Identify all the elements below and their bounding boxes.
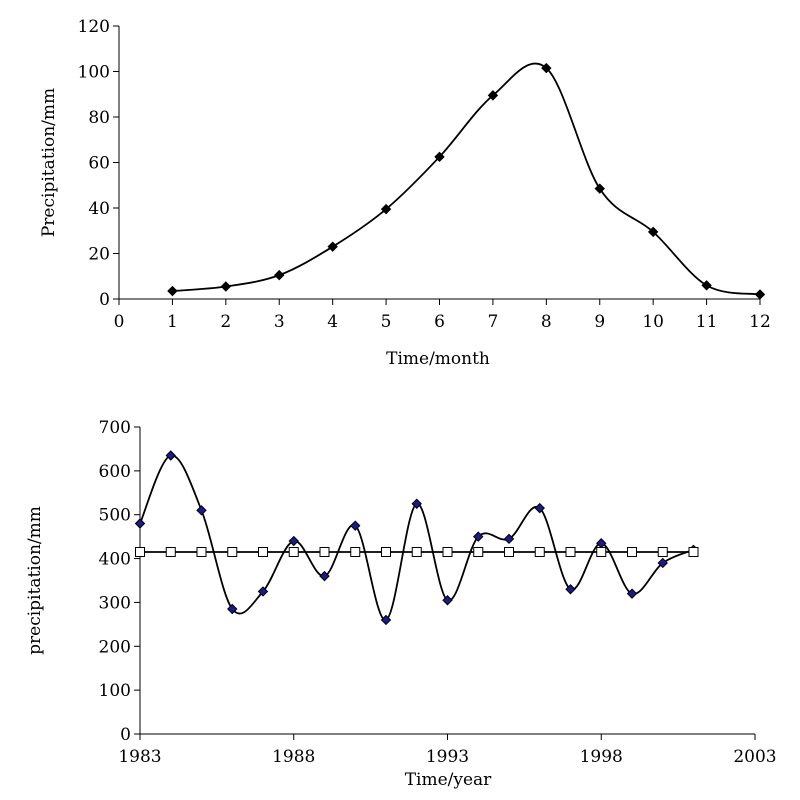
x-tick-label: 8: [541, 312, 552, 332]
series-line: [139, 454, 694, 621]
data-point-square: [473, 546, 484, 557]
data-point-diamond: [288, 535, 299, 547]
y-tick-label: 0: [120, 725, 131, 745]
data-point-diamond: [626, 588, 638, 599]
data-point-diamond: [594, 183, 605, 194]
x-tick-label: 4: [327, 312, 338, 332]
data-point-square: [381, 546, 391, 557]
y-tick-label: 500: [99, 506, 131, 526]
data-point-diamond: [534, 502, 545, 514]
x-tick-label: 2003: [733, 747, 776, 767]
data-point-diamond: [754, 289, 766, 300]
x-axis-label: Time/month: [386, 349, 490, 369]
data-point-diamond: [257, 586, 269, 597]
y-tick-label: 40: [88, 199, 110, 219]
data-point-diamond: [657, 557, 668, 569]
data-point-square: [227, 546, 238, 557]
y-tick-label: 300: [99, 593, 131, 613]
data-point-diamond: [701, 280, 712, 291]
data-point-square: [657, 546, 668, 557]
data-point-square: [442, 546, 453, 557]
data-point-diamond: [380, 614, 392, 626]
data-point-diamond: [327, 241, 338, 252]
annual-precipitation-chart: 0 100 200 300 400 500 600 700 1983 1988 1993 1998 20…: [25, 418, 777, 790]
data-point-square: [135, 546, 145, 557]
y-tick-label: 60: [88, 154, 110, 174]
data-point-square: [688, 546, 699, 557]
data-point-diamond: [196, 505, 207, 516]
x-tick-label: 7: [488, 312, 499, 332]
data-point-square: [534, 546, 545, 557]
y-tick-label: 600: [99, 462, 131, 482]
data-point-diamond: [350, 520, 361, 531]
x-tick-label: 10: [642, 312, 664, 332]
x-tick-label: 5: [381, 312, 392, 332]
data-point-diamond: [274, 269, 285, 281]
data-point-square: [196, 546, 207, 557]
x-tick-label: 1993: [426, 747, 469, 767]
series-line: [172, 62, 761, 296]
data-point-square: [627, 546, 637, 557]
x-axis-label: Time/year: [405, 770, 492, 790]
data-point-diamond: [487, 90, 499, 101]
x-tick-label: 12: [749, 312, 771, 332]
y-tick-label: 20: [88, 245, 110, 265]
x-tick-label: 3: [274, 312, 285, 332]
data-point-diamond: [434, 151, 445, 163]
y-tick-label: 400: [99, 550, 131, 570]
data-point-diamond: [167, 285, 178, 297]
data-point-diamond: [380, 203, 392, 215]
data-point-square: [596, 546, 607, 557]
x-tick-label: 11: [696, 312, 718, 332]
data-point-diamond: [541, 62, 552, 74]
data-point-diamond: [565, 584, 576, 595]
data-point-diamond: [647, 226, 659, 238]
data-point-square: [411, 546, 422, 557]
y-tick-label: 100: [99, 681, 131, 701]
x-tick-label: 6: [434, 312, 445, 332]
y-tick-label: 700: [99, 418, 131, 438]
data-point-diamond: [503, 533, 515, 545]
x-tick-label: 0: [114, 312, 125, 332]
y-tick-label: 200: [99, 637, 131, 657]
x-tick-label: 1988: [272, 747, 315, 767]
data-point-diamond: [411, 498, 422, 509]
data-point-diamond: [134, 518, 146, 529]
data-point-diamond: [442, 595, 453, 606]
y-axis-label: Precipitation/mm: [39, 88, 59, 237]
x-tick-label: 1: [167, 312, 178, 332]
x-tick-label: 1983: [118, 747, 161, 767]
y-axis-label: precipitation/mm: [25, 506, 45, 655]
data-point-diamond: [227, 603, 238, 615]
data-point-diamond: [220, 281, 232, 292]
x-tick-label: 1998: [580, 747, 623, 767]
x-tick-label: 2: [220, 312, 231, 332]
data-point-square: [319, 546, 330, 557]
data-point-diamond: [596, 538, 607, 549]
data-point-square: [504, 546, 514, 557]
data-point-square: [350, 546, 361, 557]
data-point-diamond: [319, 570, 330, 582]
data-point-square: [258, 546, 268, 557]
y-tick-label: 100: [78, 63, 110, 83]
y-tick-label: 0: [99, 290, 110, 310]
x-tick-label: 9: [594, 312, 605, 332]
y-tick-label: 120: [78, 17, 110, 37]
data-point-diamond: [473, 531, 484, 542]
data-point-square: [288, 546, 299, 557]
data-point-square: [165, 546, 176, 557]
data-point-diamond: [165, 450, 176, 461]
y-tick-label: 80: [88, 108, 110, 128]
data-point-square: [565, 546, 576, 557]
